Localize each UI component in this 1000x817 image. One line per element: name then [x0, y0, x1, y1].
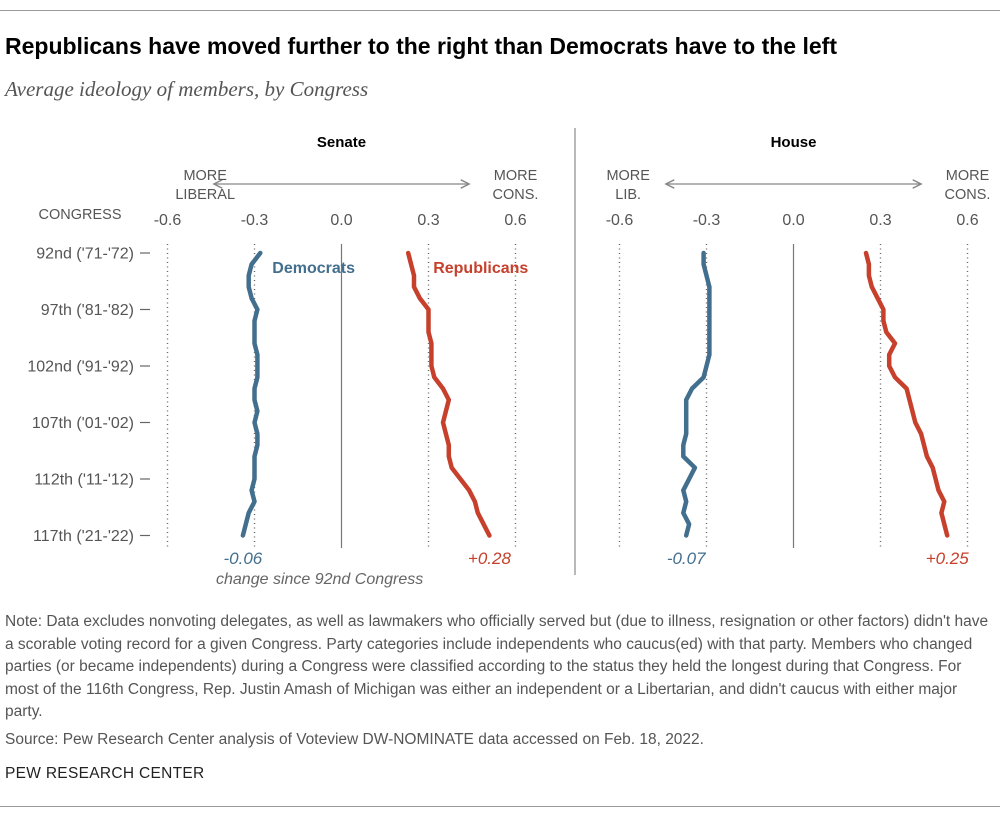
x-tick-label: 0.6: [504, 212, 526, 229]
y-tick-label: 97th ('81-'82): [41, 302, 134, 319]
y-tick-label: 102nd ('91-'92): [27, 359, 134, 376]
panel-title-senate: Senate: [317, 134, 366, 151]
ideology-chart: Senate MORE LIBERAL MORE CONS. CONGRESS -0.6 -0…: [27, 128, 990, 588]
grid-layer: [140, 128, 969, 575]
y-tick-label: 117th ('21-'22): [33, 528, 134, 545]
change-label-democrats: -0.07: [667, 549, 706, 568]
axis-label-conservative: MORE CONS.: [493, 168, 539, 203]
x-tick-label: 0.3: [417, 212, 439, 229]
series-line-republicans: [863, 250, 950, 538]
panel-title-house: House: [771, 134, 817, 151]
x-tick-label: -0.6: [154, 212, 182, 229]
chart-title: Republicans have moved further to the ri…: [5, 33, 837, 59]
chart-subtitle: Average ideology of members, by Congress: [5, 77, 369, 101]
change-label-republicans: +0.28: [468, 549, 512, 568]
note-text: Note: Data excludes nonvoting delegates,…: [5, 613, 989, 720]
series-line-democrats: [240, 250, 263, 538]
x-tick-label: 0.3: [869, 212, 891, 229]
top-rule: [0, 10, 1000, 11]
change-label-republicans: +0.25: [926, 549, 970, 568]
axis-label-liberal: MORE LIB.: [606, 168, 650, 203]
y-axis-title: CONGRESS: [39, 207, 122, 223]
x-tick-label: -0.6: [606, 212, 634, 229]
x-tick-label: -0.3: [241, 212, 269, 229]
series-line-republicans: [405, 250, 492, 538]
change-caption: change since 92nd Congress: [216, 571, 423, 588]
axis-label-liberal: MORE LIBERAL: [175, 168, 235, 203]
bottom-rule: [0, 806, 1000, 807]
x-tick-label: 0.0: [782, 212, 804, 229]
y-tick-label: 112th ('11-'12): [34, 472, 134, 489]
x-tick-label: -0.3: [693, 212, 721, 229]
series-line-democrats: [681, 250, 712, 538]
x-tick-label: 0.6: [956, 212, 978, 229]
series-label-democrats: Democrats: [272, 260, 355, 277]
series-label-republicans: Republicans: [433, 260, 528, 277]
series-layer: [240, 250, 950, 538]
x-tick-label: 0.0: [330, 212, 352, 229]
y-tick-label: 92nd ('71-'72): [36, 246, 134, 263]
change-label-democrats: -0.06: [224, 549, 263, 568]
source-text: Source: Pew Research Center analysis of …: [5, 731, 704, 748]
label-layer: Senate MORE LIBERAL MORE CONS. CONGRESS -0.6 -0…: [27, 134, 990, 588]
y-tick-label: 107th ('01-'02): [32, 415, 134, 432]
axis-label-conservative: MORE CONS.: [945, 168, 991, 203]
organization-name: PEW RESEARCH CENTER: [5, 765, 205, 782]
